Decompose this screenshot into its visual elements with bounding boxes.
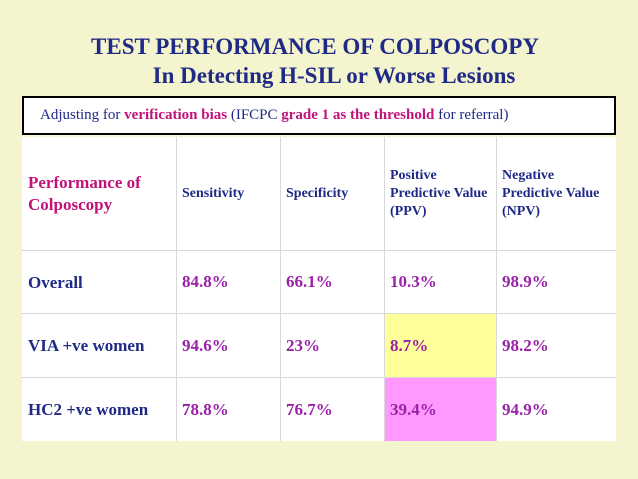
column-divider (176, 137, 177, 441)
note-text-2: (IFCPC (227, 107, 282, 123)
column-divider (496, 137, 497, 441)
sensitivity-value: 84.8% (182, 272, 229, 291)
title-line-2: In Detecting H-SIL or Worse Lesions (152, 63, 516, 88)
note-highlight-threshold: grade 1 as the threshold (281, 107, 435, 123)
header-specificity: Specificity (286, 185, 349, 201)
title-line-1: TEST PERFORMANCE OF COLPOSCOPY (91, 34, 539, 59)
row-label: HC2 +ve women (28, 400, 149, 419)
specificity-value: 23% (286, 335, 320, 355)
verification-bias-note: Adjusting for verification bias (IFCPC g… (22, 96, 616, 135)
sensitivity-value: 94.6% (182, 335, 229, 355)
note-highlight-verification-bias: verification bias (124, 107, 228, 123)
header-sensitivity: Sensitivity (182, 185, 245, 201)
npv-value: 94.9% (502, 399, 549, 419)
sensitivity-value: 78.8% (182, 399, 229, 419)
npv-value: 98.9% (502, 272, 549, 291)
table-row: Overall 84.8% 66.1% 10.3% 98.9% (22, 250, 616, 313)
npv-value: 98.2% (502, 335, 549, 355)
slide-title: TEST PERFORMANCE OF COLPOSCOPY In Detect… (0, 32, 638, 90)
specificity-value: 66.1% (286, 272, 333, 291)
header-ppv: Positive Predictive Value (PPV) (390, 167, 488, 219)
header-performance: Performance of Colposcopy (28, 172, 141, 214)
table-row: HC2 +ve women 78.8% 76.7% 39.4% 94.9% (22, 377, 616, 441)
column-divider (384, 137, 385, 441)
table-header-row: Performance of Colposcopy Sensitivity Sp… (22, 137, 616, 250)
performance-table: Performance of Colposcopy Sensitivity Sp… (22, 137, 616, 441)
header-npv: Negative Predictive Value (NPV) (502, 167, 600, 219)
specificity-value: 76.7% (286, 399, 333, 419)
column-divider (280, 137, 281, 441)
row-label: VIA +ve women (28, 336, 145, 355)
row-label: Overall (28, 272, 83, 292)
note-text-1: Adjusting for (40, 107, 125, 123)
note-text-3: for referral) (434, 107, 509, 123)
table-row: VIA +ve women 94.6% 23% 8.7% 98.2% (22, 313, 616, 377)
ppv-value-highlighted: 39.4% (384, 378, 496, 441)
ppv-value-highlighted: 8.7% (384, 314, 496, 377)
ppv-value: 10.3% (390, 272, 437, 291)
